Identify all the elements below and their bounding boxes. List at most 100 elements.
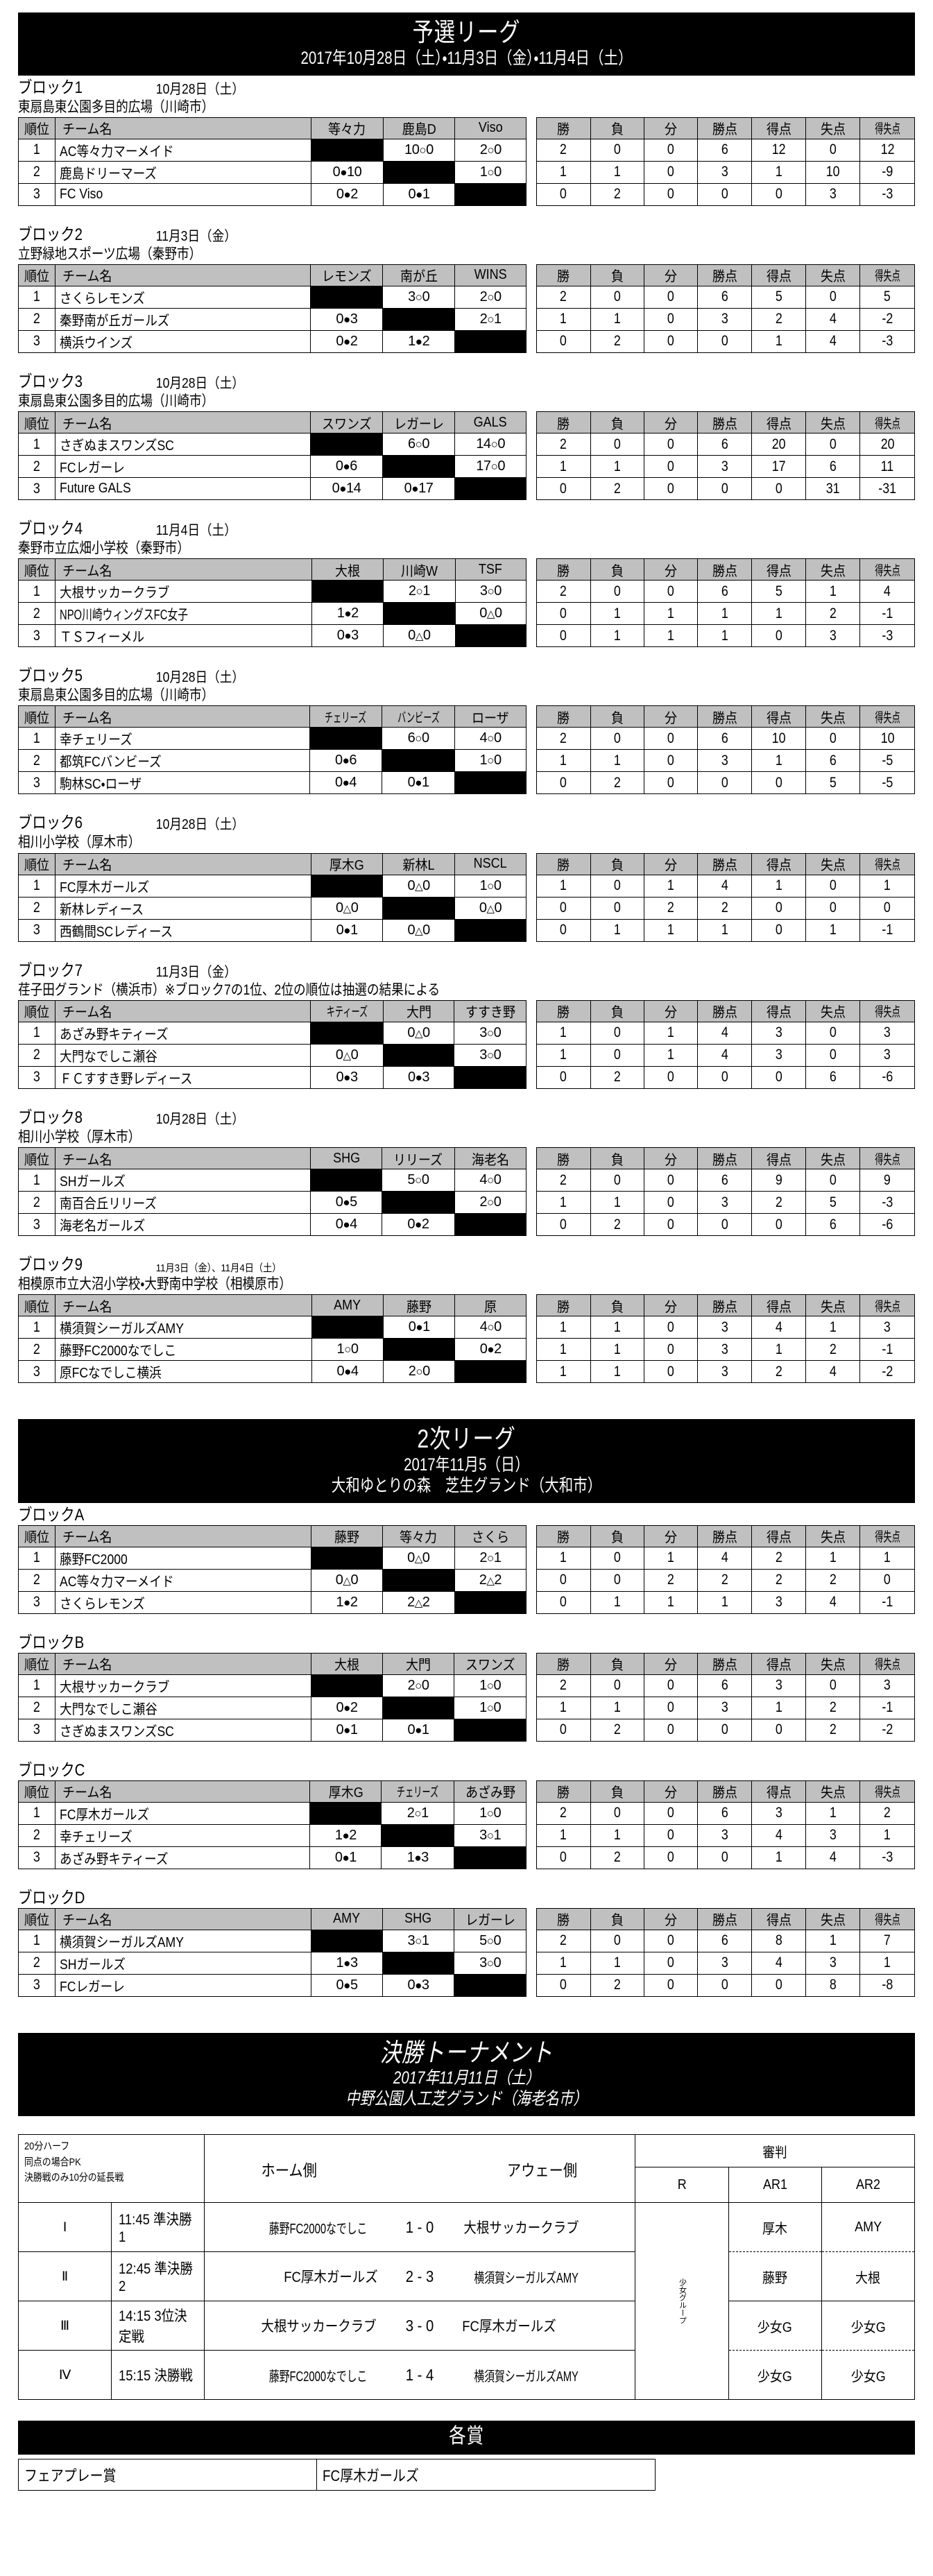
cell-team-name: 南百合丘リリーズ	[54, 1191, 311, 1214]
column-header-opponent: スワンズ	[309, 411, 383, 434]
cell-stat: 0	[697, 771, 753, 795]
cell-stat: 0	[590, 874, 644, 898]
cell-stat: 1	[643, 1590, 699, 1614]
cell-self-diagonal	[382, 1696, 454, 1719]
cell-team-name: さくらレモンズ	[54, 1590, 311, 1614]
column-header-opponent: NSCL	[454, 852, 527, 875]
cell-self-diagonal	[309, 1801, 382, 1825]
cell-stat: 1	[536, 1021, 591, 1045]
cell-self-diagonal	[382, 1951, 455, 1975]
cell-stat: 8	[751, 1929, 807, 1952]
table-row: 3 原FCなでしこ横浜 0●4 2○0	[18, 1360, 527, 1384]
standings-block: ブロック1 10月28日（土） 東扇島東公園多目的広場（川崎市） 順位 チーム名 等々力鹿…	[18, 77, 915, 206]
cell-team-name: SHガールズ	[54, 1169, 311, 1192]
cell-team-name: ＦＣすすき野レディース	[54, 1065, 311, 1089]
cell-stat: 0	[536, 1213, 591, 1237]
standings-tables: 順位 チーム名 AMY SHG レガーレ 1 横須賀シーガルズAMY 3○1 5○0 2 SHガール…	[18, 1907, 915, 1997]
cell-stat: 1	[643, 624, 699, 648]
cell-stat: -5	[859, 749, 915, 773]
cell-stat: 11	[859, 455, 915, 479]
column-header-loss: 負	[590, 264, 644, 286]
cell-stat: 1	[805, 1801, 861, 1825]
column-header-opponent: 等々力	[311, 117, 384, 139]
column-header-opponent: あざみ野	[454, 1780, 527, 1803]
table-row: 2 秦野南が丘ガールズ 0●3 2○1	[18, 307, 527, 331]
block-venue: 東扇島東公園多目的広場（川崎市）	[18, 393, 214, 409]
block-name: ブロックC	[18, 1760, 85, 1780]
final-header-row-bottom: R AR1 AR2	[19, 2167, 916, 2204]
cell-stat: 0	[805, 1021, 861, 1045]
home-team: FC厚木ガールズ	[284, 2269, 378, 2286]
column-header-rank: 順位	[18, 1147, 55, 1170]
cell-stat: 4	[805, 1590, 861, 1614]
block-name: ブロック1	[18, 78, 83, 97]
cell-self-diagonal	[311, 1929, 384, 1952]
cell-result: 0△0	[382, 1021, 455, 1045]
table-row: 1 1 0 3 17 6 11	[536, 455, 915, 479]
cell-stat: 1	[590, 602, 644, 626]
block-header: ブロックD	[18, 1887, 915, 1908]
column-header-opponent: 厚木G	[310, 852, 384, 875]
cell-self-diagonal	[310, 1546, 383, 1570]
cell-self-diagonal	[310, 1674, 383, 1697]
table-row: 0 1 1 1 1 2 -1	[536, 602, 915, 626]
table-row: 3 さくらレモンズ 1●2 2△2	[18, 1590, 527, 1614]
cell-stat: 0	[751, 1718, 807, 1742]
cell-rank: 2	[18, 602, 55, 626]
cell-stat: 0	[751, 1065, 807, 1089]
column-header-ga: 失点	[805, 999, 861, 1022]
table-row: 2 SHガールズ 1●3 3○0	[18, 1951, 527, 1975]
standings-tables: 順位 チーム名 大根 川崎W TSF 1 大根サッカークラブ 2○1 3○0 2 NPO川崎ウィング…	[18, 558, 915, 648]
cell-stat: 0	[805, 1043, 861, 1067]
cell-stat: 0	[697, 1973, 753, 1997]
column-header-loss: 負	[590, 1780, 644, 1803]
cell-stat: -3	[859, 182, 915, 206]
cell-stat: -2	[859, 307, 915, 331]
cell-stat: 3	[805, 182, 861, 206]
table-row: 1 大根サッカークラブ 2○0 1○0	[18, 1674, 527, 1697]
cell-result: 1●2	[311, 602, 384, 626]
cell-stat: 0	[751, 624, 807, 648]
cell-stat: 2	[643, 896, 699, 920]
cell-result: 2○0	[454, 138, 527, 162]
cell-self-diagonal	[454, 329, 527, 353]
column-header-gf: 得点	[751, 411, 807, 434]
table-row: 0 2 0 0 0 6 -6	[536, 1213, 915, 1237]
cell-stat: 1	[805, 1929, 861, 1952]
cell-stat: 1	[536, 1546, 591, 1570]
block-header: ブロック8 10月28日（土）	[18, 1107, 915, 1128]
standings-stats-table: 勝負分勝点 得点 失点 得失点 1 0 1 4 2 1 1 0 0 2 2 2 2 0 0 1 1 1 3 4 -1	[536, 1525, 915, 1614]
cell-result: 0●2	[310, 1696, 383, 1719]
column-header-gd: 得失点	[859, 1780, 915, 1803]
cell-stat: 1	[536, 1696, 591, 1719]
column-header-points: 勝点	[697, 1294, 753, 1317]
cell-team-name: NPO川崎ウィングスFC女子	[54, 602, 313, 626]
cell-rank: 2	[18, 1823, 55, 1847]
cell-result: 0●3	[310, 307, 384, 331]
cell-stat: 1	[751, 602, 807, 626]
column-header-draw: 分	[643, 852, 699, 875]
cell-stat: 3	[859, 1021, 915, 1045]
cell-self-diagonal	[454, 624, 527, 648]
cell-stat: 0	[643, 1065, 699, 1089]
cell-stat: 2	[590, 1973, 644, 1997]
cell-stat: -1	[859, 1696, 915, 1719]
table-row: 3 あざみ野キティーズ 0●1 1●3	[18, 1846, 527, 1869]
column-header-gd: 得失点	[859, 558, 915, 581]
column-header-points: 勝点	[697, 999, 753, 1022]
match-score: 1 - 0	[406, 2217, 434, 2236]
cell-stat: 2	[590, 1065, 644, 1089]
cell-result: 0●1	[310, 1718, 383, 1742]
cell-stat: 2	[590, 1718, 644, 1742]
block-venue: 秦野市立広畑小学校（秦野市）	[18, 540, 189, 557]
cell-rank: 1	[18, 580, 55, 603]
column-header-loss: 負	[590, 411, 644, 434]
cell-stat: 0	[643, 182, 699, 206]
column-header-points: 勝点	[697, 1652, 753, 1675]
column-header-ga: 失点	[805, 1294, 861, 1317]
column-header-points: 勝点	[697, 1147, 753, 1170]
column-header-opponent: 海老名	[454, 1147, 527, 1170]
column-header-team: チーム名	[54, 1907, 312, 1930]
